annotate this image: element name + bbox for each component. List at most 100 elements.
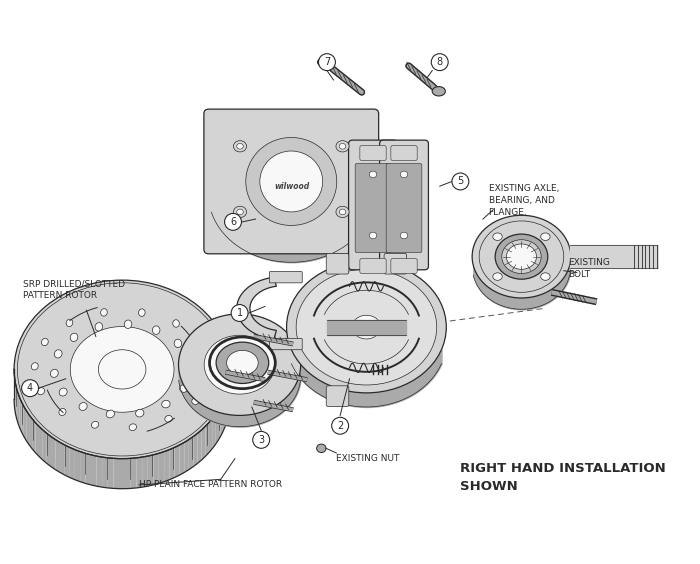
Ellipse shape bbox=[260, 151, 323, 212]
Text: 1: 1 bbox=[237, 308, 243, 318]
Polygon shape bbox=[202, 426, 205, 460]
Ellipse shape bbox=[50, 369, 58, 377]
Ellipse shape bbox=[174, 339, 182, 347]
Ellipse shape bbox=[38, 387, 45, 395]
Polygon shape bbox=[102, 457, 108, 488]
Polygon shape bbox=[20, 398, 22, 432]
Text: 5: 5 bbox=[457, 177, 463, 187]
Ellipse shape bbox=[70, 327, 174, 412]
Ellipse shape bbox=[340, 143, 346, 149]
Polygon shape bbox=[164, 450, 169, 482]
FancyBboxPatch shape bbox=[326, 253, 349, 274]
Polygon shape bbox=[39, 426, 43, 460]
Circle shape bbox=[318, 54, 335, 70]
Ellipse shape bbox=[336, 140, 349, 152]
Ellipse shape bbox=[206, 364, 213, 371]
Polygon shape bbox=[218, 406, 220, 440]
Polygon shape bbox=[169, 447, 174, 480]
Ellipse shape bbox=[472, 215, 570, 298]
FancyBboxPatch shape bbox=[360, 146, 386, 161]
Polygon shape bbox=[153, 453, 159, 485]
Ellipse shape bbox=[173, 320, 179, 327]
Polygon shape bbox=[36, 422, 39, 456]
Text: 8: 8 bbox=[437, 57, 443, 67]
FancyBboxPatch shape bbox=[379, 140, 428, 270]
Ellipse shape bbox=[216, 342, 269, 384]
Ellipse shape bbox=[197, 339, 204, 347]
Ellipse shape bbox=[125, 320, 132, 328]
Ellipse shape bbox=[178, 314, 301, 416]
Circle shape bbox=[231, 305, 248, 321]
Text: wilwood: wilwood bbox=[274, 182, 309, 191]
Polygon shape bbox=[97, 456, 102, 487]
Text: EXISTING AXLE,
BEARING, AND
FLANGE.: EXISTING AXLE, BEARING, AND FLANGE. bbox=[489, 184, 559, 217]
Polygon shape bbox=[136, 457, 142, 488]
Ellipse shape bbox=[164, 416, 172, 422]
Ellipse shape bbox=[14, 280, 230, 459]
Text: 3: 3 bbox=[258, 435, 265, 445]
Polygon shape bbox=[125, 459, 131, 488]
Ellipse shape bbox=[66, 319, 73, 327]
Ellipse shape bbox=[233, 140, 246, 152]
Ellipse shape bbox=[205, 374, 213, 381]
Polygon shape bbox=[22, 402, 24, 437]
Ellipse shape bbox=[180, 385, 188, 393]
Text: EXISTING NUT: EXISTING NUT bbox=[337, 454, 400, 463]
Polygon shape bbox=[47, 433, 51, 466]
FancyBboxPatch shape bbox=[391, 258, 417, 274]
Polygon shape bbox=[229, 379, 230, 413]
Polygon shape bbox=[17, 388, 18, 423]
Ellipse shape bbox=[106, 410, 114, 418]
FancyBboxPatch shape bbox=[391, 146, 417, 161]
Ellipse shape bbox=[340, 209, 346, 215]
Ellipse shape bbox=[129, 424, 137, 430]
Ellipse shape bbox=[370, 232, 377, 239]
Polygon shape bbox=[215, 411, 218, 445]
Ellipse shape bbox=[99, 350, 146, 389]
FancyBboxPatch shape bbox=[355, 164, 391, 253]
Polygon shape bbox=[75, 450, 80, 482]
Ellipse shape bbox=[286, 261, 447, 393]
Text: 6: 6 bbox=[230, 217, 236, 227]
Polygon shape bbox=[43, 430, 47, 464]
Ellipse shape bbox=[59, 408, 66, 416]
Ellipse shape bbox=[192, 398, 199, 404]
Text: EXISTING
BOLT: EXISTING BOLT bbox=[568, 258, 610, 279]
Polygon shape bbox=[228, 384, 229, 418]
Polygon shape bbox=[18, 393, 20, 428]
Polygon shape bbox=[223, 398, 225, 432]
Polygon shape bbox=[197, 430, 202, 464]
Ellipse shape bbox=[296, 269, 437, 385]
Ellipse shape bbox=[316, 444, 326, 452]
Ellipse shape bbox=[101, 309, 107, 316]
Polygon shape bbox=[85, 453, 91, 485]
Polygon shape bbox=[113, 459, 119, 488]
FancyBboxPatch shape bbox=[326, 386, 349, 407]
Circle shape bbox=[253, 431, 270, 448]
Polygon shape bbox=[32, 418, 36, 453]
Polygon shape bbox=[159, 452, 164, 483]
Ellipse shape bbox=[400, 232, 408, 239]
Ellipse shape bbox=[318, 58, 330, 67]
Circle shape bbox=[225, 213, 242, 230]
Ellipse shape bbox=[41, 338, 48, 346]
Text: HP PLAIN FACE PATTERN ROTOR: HP PLAIN FACE PATTERN ROTOR bbox=[139, 481, 282, 490]
Polygon shape bbox=[108, 458, 113, 488]
Polygon shape bbox=[27, 411, 29, 445]
Polygon shape bbox=[189, 437, 193, 470]
Polygon shape bbox=[179, 442, 184, 475]
Ellipse shape bbox=[540, 273, 550, 280]
Ellipse shape bbox=[506, 244, 536, 270]
Ellipse shape bbox=[136, 409, 144, 417]
Polygon shape bbox=[119, 459, 125, 488]
Ellipse shape bbox=[493, 233, 502, 240]
Circle shape bbox=[431, 54, 448, 70]
Ellipse shape bbox=[233, 206, 246, 218]
Polygon shape bbox=[15, 384, 17, 418]
Polygon shape bbox=[225, 393, 226, 428]
Polygon shape bbox=[51, 437, 55, 470]
Ellipse shape bbox=[493, 273, 502, 280]
Circle shape bbox=[22, 380, 38, 396]
Ellipse shape bbox=[352, 315, 381, 339]
Polygon shape bbox=[131, 458, 136, 488]
